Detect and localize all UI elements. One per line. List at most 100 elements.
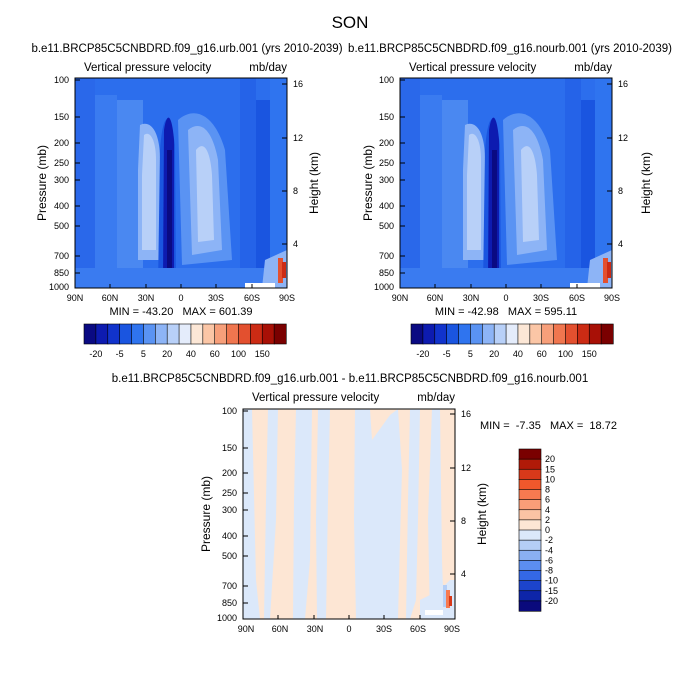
panel-1-stats: MIN = -43.20 MAX = 601.39 (109, 306, 252, 318)
panel-1-xtick-60N: 60N (102, 293, 119, 303)
panel-1-ytick-250: 250 (54, 158, 69, 168)
colorbar-swatch (143, 323, 156, 345)
panel-2-ytick-100: 100 (379, 75, 394, 85)
colorbar-swatch (95, 323, 109, 345)
panel-3-ytick-100: 100 (222, 406, 237, 416)
panel-2-ytick-250: 250 (379, 158, 394, 168)
colorbar-swatch (518, 549, 542, 561)
colorbar-swatch (588, 323, 602, 345)
panel-3-ytick-850: 850 (222, 598, 237, 608)
panel-2-ytick-1000: 1000 (374, 282, 394, 292)
colorbar-swatch (470, 323, 483, 345)
colorbar-label: 0 (545, 525, 550, 535)
colorbar-swatch (446, 323, 460, 345)
panel-2: b.e11.BRCP85C5CNBDRD.f09_g16.nourb.001 (… (348, 43, 672, 359)
colorbar-swatch (458, 323, 472, 345)
colorbar-swatch (107, 323, 121, 345)
colorbar-label: 150 (255, 349, 270, 359)
colorbar-label: 10 (545, 474, 555, 484)
panel-3-y2tick-12: 12 (461, 463, 471, 473)
panel-2-ytick-850: 850 (379, 268, 394, 278)
panel-2-ytick-400: 400 (379, 201, 394, 211)
page-title: SON (332, 13, 369, 32)
colorbar-label: 100 (231, 349, 246, 359)
panel-3-units: mb/day (417, 392, 455, 404)
panel-3-xtick-90S: 90S (444, 624, 460, 634)
panel-1-units: mb/day (249, 62, 287, 74)
colorbar-label: 2 (545, 515, 550, 525)
colorbar-label: 40 (513, 349, 523, 359)
colorbar-swatch (553, 323, 567, 345)
panel-1-x-axis: 90N 60N 30N 0 30S 60S 90S (67, 284, 295, 303)
colorbar-label: 8 (545, 485, 550, 495)
colorbar-label: 60 (210, 349, 220, 359)
panel-3-left-string: Vertical pressure velocity (252, 392, 379, 404)
panel-2-y2tick-12: 12 (618, 133, 628, 143)
colorbar-label: -10 (545, 576, 558, 586)
panel-1-ytick-150: 150 (54, 112, 69, 122)
colorbar-swatch (422, 323, 436, 345)
colorbar-swatch (481, 323, 495, 345)
panel-3-ytick-700: 700 (222, 581, 237, 591)
colorbar-swatch (518, 590, 542, 602)
panel-3-xtick-60N: 60N (272, 624, 289, 634)
panel-1-ytick-200: 200 (54, 138, 69, 148)
panel-1-y2tick-12: 12 (293, 133, 303, 143)
panel-2-xtick-30N: 30N (463, 293, 480, 303)
panel-2-xtick-90N: 90N (392, 293, 409, 303)
colorbar-swatch (410, 323, 424, 345)
colorbar-swatch (518, 560, 542, 572)
panel-2-ylabel: Pressure (mb) (361, 145, 375, 221)
colorbar-swatch (600, 323, 614, 345)
colorbar-swatch (505, 323, 519, 345)
panel-2-xtick-30S: 30S (533, 293, 549, 303)
panel-1-y2tick-4: 4 (293, 239, 298, 249)
panel-1-plot-area (74, 77, 288, 289)
colorbar-label: 20 (489, 349, 499, 359)
colorbar-label: 15 (545, 464, 555, 474)
panel-3-y2tick-4: 4 (461, 569, 466, 579)
panel-2-y2-axis: 16 12 8 4 Height (km) (607, 79, 653, 249)
panel-3-x-axis: 90N 60N 30N 0 30S 60S 90S (238, 615, 460, 634)
colorbar-swatch (214, 323, 228, 345)
panel-2-y2tick-4: 4 (618, 239, 623, 249)
colorbar-swatch (517, 323, 531, 345)
panel-3-stats: MIN = -7.35 MAX = 18.72 (480, 420, 617, 432)
panel-3-xtick-30N: 30N (307, 624, 324, 634)
panel-1-ytick-300: 300 (54, 175, 69, 185)
colorbar-label: -15 (545, 586, 558, 596)
panel-3-xtick-30S: 30S (376, 624, 392, 634)
panel-3-y2tick-16: 16 (461, 409, 471, 419)
panel-2-left-string: Vertical pressure velocity (409, 62, 536, 74)
panel-3-ytick-250: 250 (222, 488, 237, 498)
panel-1-ylabel: Pressure (mb) (35, 145, 49, 221)
panel-2-ytick-500: 500 (379, 221, 394, 231)
panel-3-y2label: Height (km) (475, 483, 489, 545)
panel-3-ytick-400: 400 (222, 531, 237, 541)
colorbar-swatch (238, 323, 251, 345)
panel-3-ytick-300: 300 (222, 505, 237, 515)
colorbar-label: 20 (545, 454, 555, 464)
panel-3-ytick-150: 150 (222, 443, 237, 453)
panel-2-xtick-0: 0 (503, 293, 508, 303)
colorbar-swatch (261, 323, 275, 345)
panel-3-plot-area (242, 408, 456, 620)
colorbar-swatch (541, 323, 555, 345)
colorbar-swatch (226, 323, 240, 345)
colorbar-label: 20 (162, 349, 172, 359)
panel-3-ytick-1000: 1000 (217, 613, 237, 623)
panel-2-units: mb/day (574, 62, 612, 74)
panel-3-xtick-90N: 90N (238, 624, 255, 634)
panel-3: b.e11.BRCP85C5CNBDRD.f09_g16.urb.001 - b… (112, 373, 617, 634)
panel-3-ylabel: Pressure (mb) (199, 476, 213, 552)
panel-1-ytick-1000: 1000 (49, 282, 69, 292)
panel-1-ytick-850: 850 (54, 268, 69, 278)
panel-2-ytick-150: 150 (379, 112, 394, 122)
colorbar-swatch (178, 323, 192, 345)
colorbar-swatch (83, 323, 97, 345)
colorbar-swatch (577, 323, 590, 345)
panel-3-title: b.e11.BRCP85C5CNBDRD.f09_g16.urb.001 - b… (112, 373, 588, 385)
panel-2-ytick-200: 200 (379, 138, 394, 148)
